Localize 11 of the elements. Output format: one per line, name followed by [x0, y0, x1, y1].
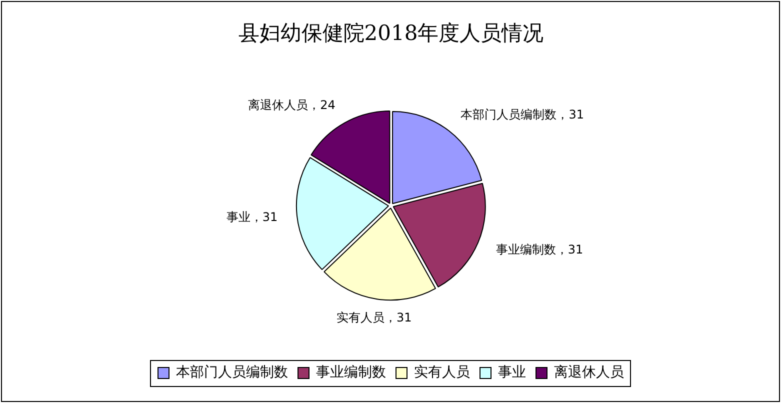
data-label: 事业编制数，31 — [496, 242, 584, 256]
data-label: 本部门人员编制数，31 — [460, 108, 584, 122]
chart-title: 县妇幼保健院2018年度人员情况 — [238, 21, 544, 46]
data-label: 实有人员，31 — [336, 310, 412, 324]
legend-label: 实有人员 — [414, 364, 470, 381]
legend-label: 离退休人员 — [554, 364, 624, 381]
legend-label: 事业编制数 — [316, 364, 386, 381]
data-label: 离退休人员，24 — [248, 98, 336, 112]
legend-label: 事业 — [498, 364, 526, 381]
legend-label: 本部门人员编制数 — [176, 364, 288, 381]
data-label: 事业，31 — [226, 210, 278, 224]
